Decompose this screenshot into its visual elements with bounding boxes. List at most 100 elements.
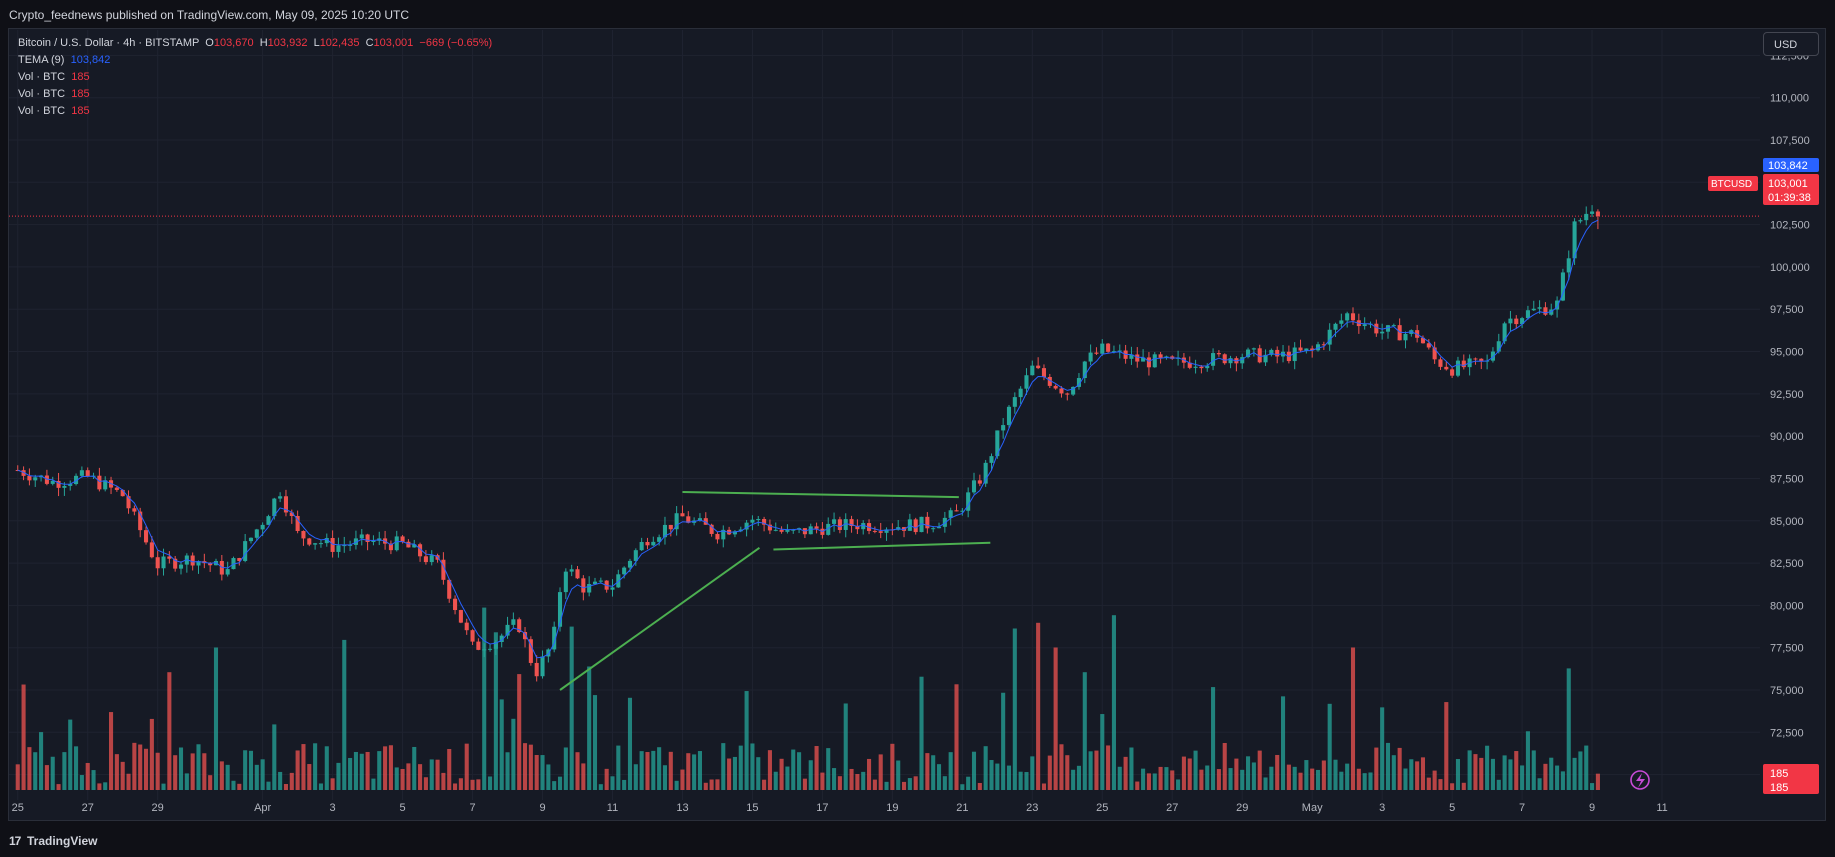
candle-body xyxy=(1076,378,1081,387)
candle-body xyxy=(977,480,982,484)
indicator-name[interactable]: Vol · BTC xyxy=(18,105,66,117)
candle-body xyxy=(936,526,942,529)
candle-body xyxy=(1018,388,1023,398)
volume-bar xyxy=(15,764,20,790)
volume-bar xyxy=(1549,757,1554,790)
volume-bar xyxy=(581,763,586,790)
volume-bar xyxy=(266,781,271,790)
candle-body xyxy=(1228,358,1233,364)
low-value: 102,435 xyxy=(319,37,360,49)
candle-body xyxy=(610,587,615,590)
candle-body xyxy=(989,456,994,463)
trendline xyxy=(559,547,761,691)
candle-body xyxy=(1496,341,1501,352)
candle-body xyxy=(966,492,971,511)
volume-bar xyxy=(301,744,306,790)
candle-body xyxy=(318,543,323,545)
volume-bar xyxy=(342,639,347,790)
volume-tag-1: 185 xyxy=(1770,768,1788,780)
indicator-name[interactable]: TEMA (9) xyxy=(18,54,65,66)
volume-bar xyxy=(243,750,248,790)
volume-bar xyxy=(563,747,568,790)
volume-bar xyxy=(336,762,341,790)
volume-bar xyxy=(1473,754,1478,790)
candle-body xyxy=(68,484,73,486)
volume-bar xyxy=(1520,765,1525,790)
volume-bar xyxy=(447,749,452,790)
volume-bar xyxy=(1111,615,1116,790)
volume-bar xyxy=(1590,783,1595,790)
candle-body xyxy=(954,510,959,512)
candle-body xyxy=(1006,406,1012,426)
candle-body xyxy=(598,580,603,582)
indicator-row-volume[interactable]: Vol · BTC 185 xyxy=(18,86,492,103)
time-tick-label: 3 xyxy=(1379,802,1385,814)
volume-bar xyxy=(482,607,487,790)
time-axis[interactable]: 25 27 29 Apr 3 5 7 9 11 13 15 17 19 21 23 25 27 29 May 3 5 7 9… xyxy=(12,802,1668,814)
candle-body xyxy=(1129,354,1134,359)
volume-bar xyxy=(1280,696,1286,790)
volume-bar xyxy=(1572,757,1577,790)
indicator-row-volume[interactable]: Vol · BTC 185 xyxy=(18,103,492,120)
volume-bar xyxy=(668,751,673,790)
candle-body xyxy=(552,626,557,650)
volume-bar xyxy=(1485,745,1490,790)
volume-bar xyxy=(1374,747,1379,790)
volume-bar xyxy=(861,771,866,790)
tradingview-logo-icon: 17 xyxy=(9,834,21,848)
time-tick-label: 21 xyxy=(956,802,968,814)
tradingview-logo[interactable]: 17 TradingView xyxy=(9,834,97,848)
volume-bar xyxy=(1164,767,1169,790)
indicator-row-volume[interactable]: Vol · BTC 185 xyxy=(18,69,492,86)
symbol-name[interactable]: Bitcoin / U.S. Dollar · 4h · BITSTAMP xyxy=(18,37,200,49)
candle-body xyxy=(406,541,411,548)
volume-bar xyxy=(79,775,84,790)
volume-bar xyxy=(808,760,813,790)
trendlines[interactable] xyxy=(559,491,991,691)
candle-body xyxy=(878,531,883,533)
volume-bar xyxy=(1036,622,1041,790)
volume-bar xyxy=(552,781,557,790)
candle-body xyxy=(266,516,271,525)
candle-body xyxy=(167,556,172,559)
volume-bar xyxy=(435,759,440,790)
volume-bar xyxy=(1356,768,1361,790)
chart-frame[interactable] xyxy=(8,28,1826,821)
volume-bar xyxy=(867,758,872,790)
volume-bar xyxy=(802,778,807,790)
volume-bar xyxy=(1199,769,1204,790)
time-tick-label: 25 xyxy=(12,802,24,814)
candle-body xyxy=(1339,320,1344,324)
candle-body xyxy=(1479,358,1484,362)
volume-bar xyxy=(1216,769,1221,790)
volume-bar xyxy=(1251,762,1256,790)
volume-bar xyxy=(727,758,732,790)
candle-body xyxy=(196,561,201,566)
indicator-name[interactable]: Vol · BTC xyxy=(18,88,66,100)
candle-body xyxy=(1438,359,1443,367)
volume-bar xyxy=(1263,777,1268,790)
candle-body xyxy=(785,530,790,532)
close-label: C xyxy=(365,37,374,49)
indicator-row-tema[interactable]: TEMA (9) 103,842 xyxy=(18,52,492,69)
volume-bar xyxy=(1415,761,1420,790)
volume-bar xyxy=(453,783,458,790)
candle-body xyxy=(1059,388,1064,394)
candle-body xyxy=(569,569,574,572)
candle-body xyxy=(622,567,627,575)
candle-body xyxy=(1514,318,1519,325)
candle-body xyxy=(540,656,545,677)
volume-bar xyxy=(155,752,160,790)
volume-bar xyxy=(1304,760,1309,790)
candle-body xyxy=(942,517,947,527)
indicator-name[interactable]: Vol · BTC xyxy=(18,71,66,83)
currency-button[interactable]: USD xyxy=(1763,32,1819,56)
indicator-value: 185 xyxy=(71,88,90,100)
candle-body xyxy=(488,648,493,650)
volume-bar xyxy=(534,754,539,790)
volume-bar xyxy=(1426,777,1431,790)
volume-bar xyxy=(1170,770,1175,790)
symbol-legend-row[interactable]: Bitcoin / U.S. Dollar · 4h · BITSTAMP O1… xyxy=(18,35,492,52)
candle-body xyxy=(738,529,743,532)
